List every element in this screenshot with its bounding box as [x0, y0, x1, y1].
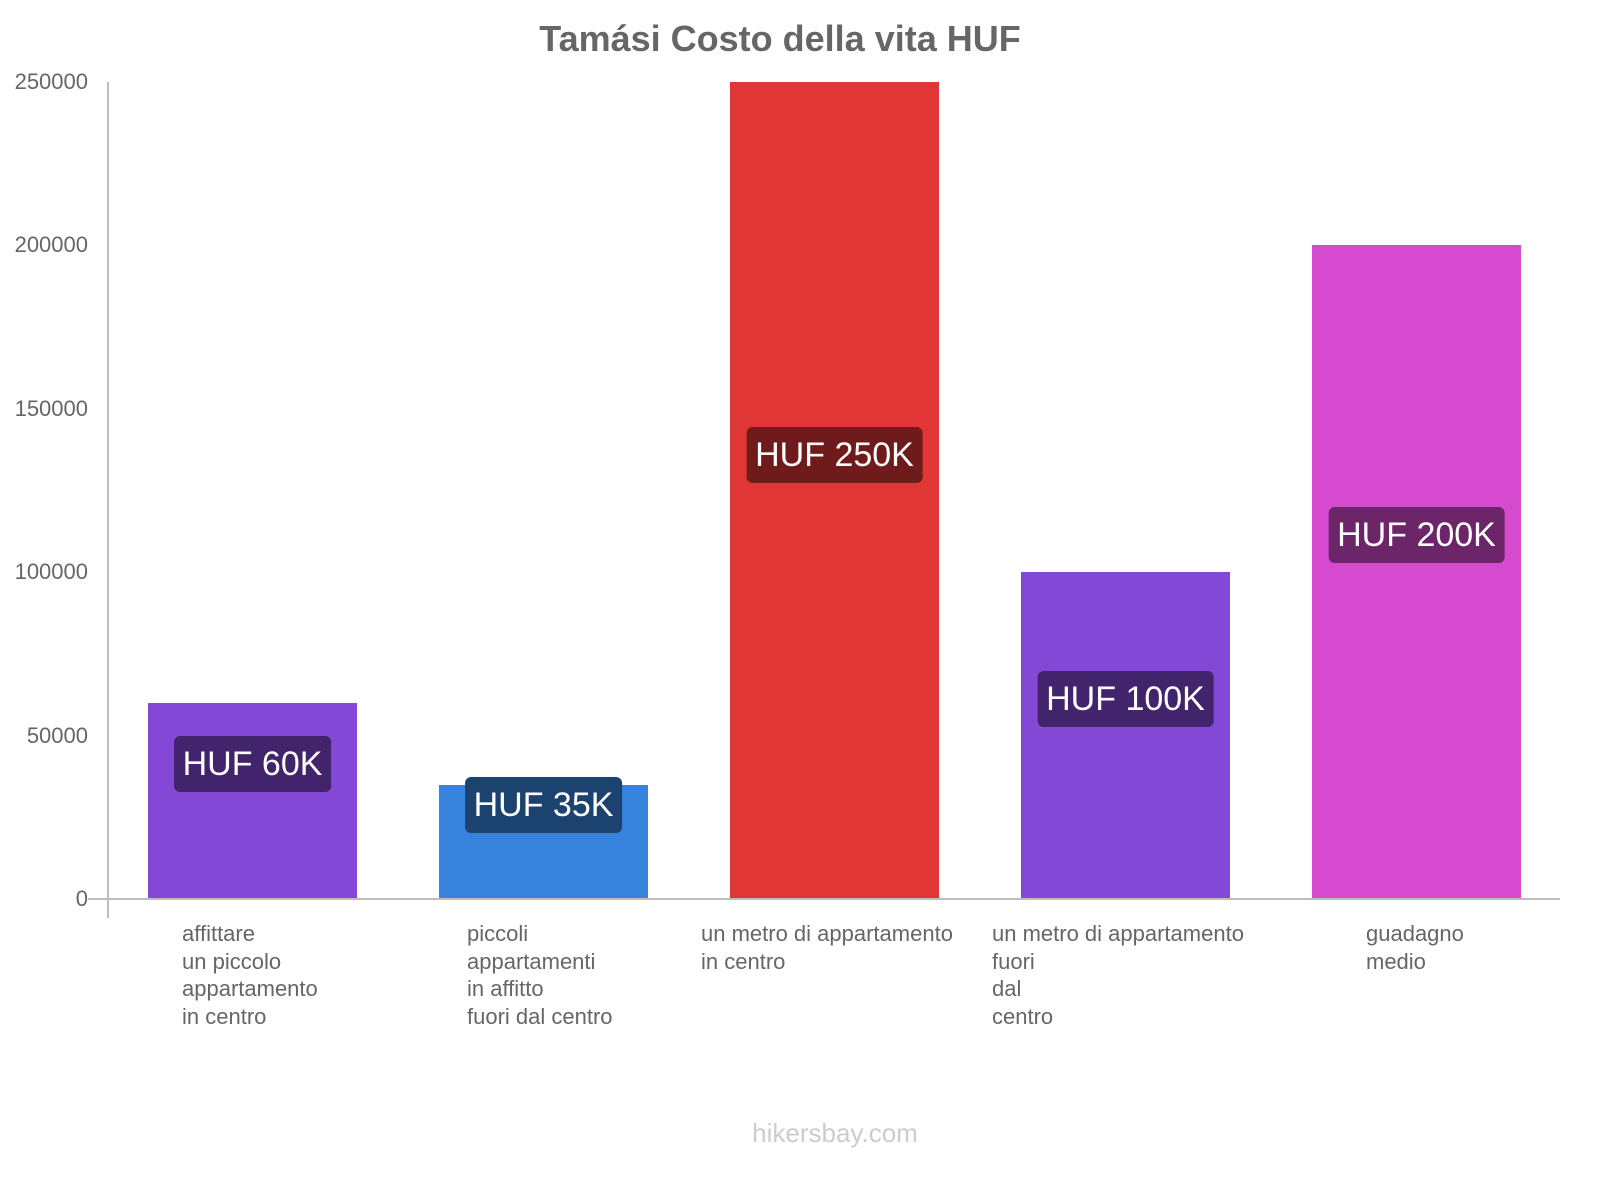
x-category-label: guadagno medio: [1366, 921, 1464, 974]
x-category-label: un metro di appartamento fuori dal centr…: [992, 921, 1244, 1029]
bar-value-label: HUF 250K: [746, 427, 923, 483]
bar-price-sqm-outside: [1021, 572, 1230, 899]
bar-value-label: HUF 100K: [1037, 671, 1214, 727]
y-tick-label: 250000: [14, 69, 88, 94]
y-tick-label: 0: [75, 886, 88, 911]
bar-value-label: HUF 35K: [464, 777, 623, 833]
bar-rent-small-apartment-center: [148, 702, 357, 899]
source-watermark: hikersbay.com: [752, 1118, 918, 1148]
y-tick-label: 100000: [14, 559, 88, 585]
y-tick-label: 200000: [14, 232, 88, 258]
x-category-label: affittare un piccolo appartamento in cen…: [182, 921, 318, 1029]
x-axis-line: [88, 898, 1560, 900]
x-category-label: un metro di appartamento in centro: [701, 921, 953, 974]
bar-price-sqm-center: [730, 82, 939, 899]
bar-value-label: HUF 60K: [173, 736, 332, 792]
y-axis-line: [107, 82, 109, 918]
x-category-label: piccoli appartamenti in affitto fuori da…: [467, 921, 613, 1029]
bar-average-salary: [1312, 245, 1521, 899]
y-tick-label: 150000: [14, 395, 88, 421]
y-tick-label: 50000: [26, 722, 88, 748]
bar-value-label: HUF 200K: [1328, 507, 1505, 563]
chart-title: Tamási Costo della vita HUF: [539, 18, 1021, 59]
